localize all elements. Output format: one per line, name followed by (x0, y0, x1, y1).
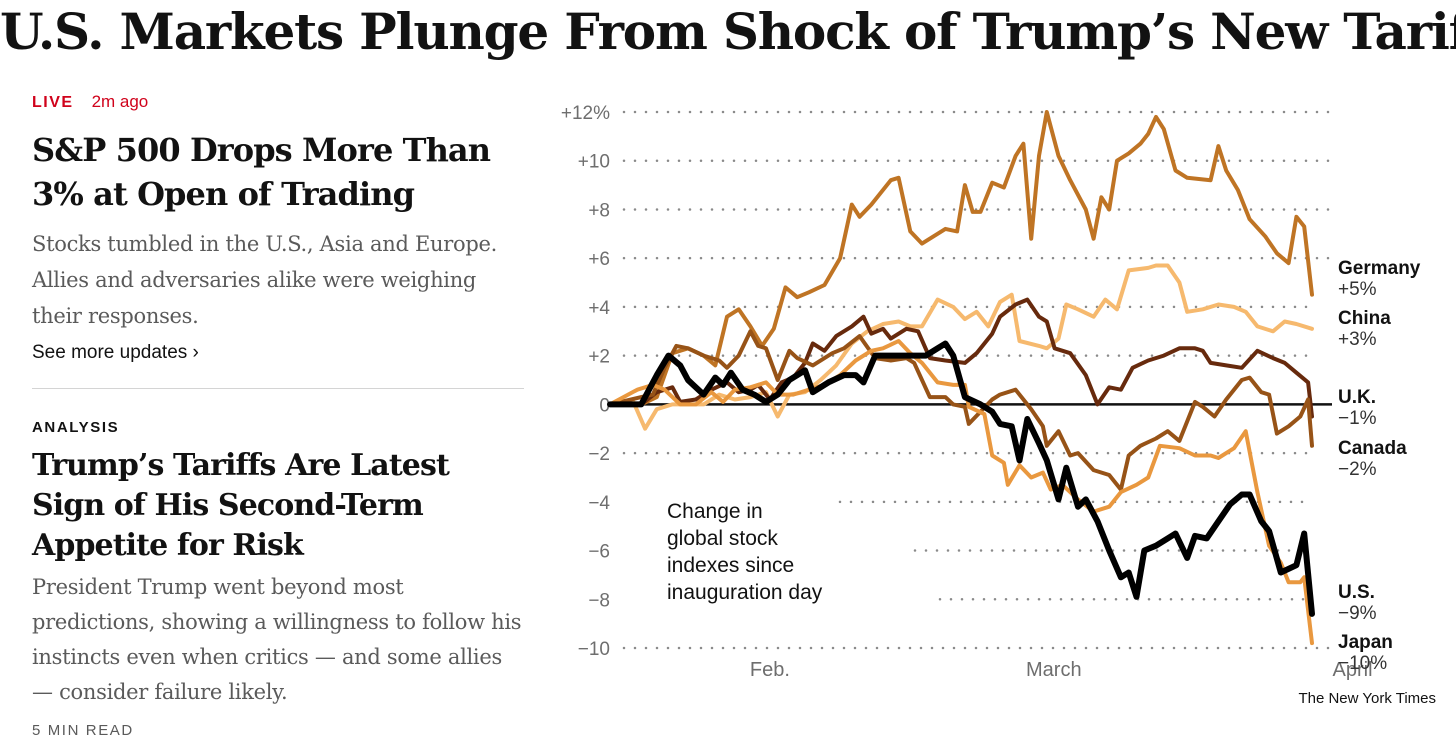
y-tick-label: +12% (561, 103, 610, 124)
stock-index-chart[interactable]: +12% +10 +8 +6 +4 +2 0 −2 −4 −6 −8 −10 Feb. March Apr… (540, 88, 1456, 741)
y-tick-label: −10 (578, 639, 610, 660)
annotation-line: Change in (667, 500, 763, 523)
analysis-kicker: ANALYSIS (32, 419, 120, 436)
x-tick-label: Feb. (750, 659, 790, 681)
series-end-value: +5% (1338, 279, 1377, 300)
series-end-value: −10% (1338, 653, 1387, 674)
x-tick-label: April (1333, 659, 1373, 681)
chart-y-axis: +12% +10 +8 +6 +4 +2 0 −2 −4 −6 −8 −10 (561, 103, 611, 660)
annotation-line: indexes since (667, 554, 794, 577)
story-column: LIVE 2m ago S&P 500 Drops More Than 3% a… (32, 92, 524, 739)
series-end-value: −1% (1338, 408, 1377, 429)
source-credit: The New York Times (1298, 690, 1436, 707)
read-time: 5 MIN READ (32, 722, 134, 739)
analysis-story-title[interactable]: Trump’s Tariffs Are Latest Sign of His S… (32, 448, 450, 563)
y-tick-label: +10 (578, 152, 610, 173)
see-more-updates-link[interactable]: See more updates › (32, 342, 199, 363)
y-tick-label: +6 (588, 249, 610, 270)
y-tick-label: −8 (588, 590, 610, 611)
live-story-summary[interactable]: Stocks tumbled in the U.S., Asia and Eur… (32, 232, 497, 328)
y-tick-label: 0 (599, 395, 610, 416)
chart-gridlines (610, 110, 1332, 650)
y-tick-label: −6 (588, 542, 610, 563)
series-label: U.K. (1338, 387, 1376, 408)
chart-annotation: Change in global stock indexes since inaugu… (667, 500, 823, 604)
story-divider (32, 388, 524, 389)
series-line-china (608, 263, 1314, 431)
chart-series (607, 110, 1315, 646)
x-tick-label: March (1026, 659, 1082, 681)
live-status-row: LIVE 2m ago (32, 92, 524, 118)
annotation-line: global stock (667, 527, 778, 550)
chart-series-labels: Germany+5%China+3%U.K.−1%Canada−2%Japan−… (1338, 258, 1421, 674)
live-label: LIVE (32, 94, 74, 111)
series-label: Germany (1338, 258, 1421, 279)
y-tick-label: −2 (588, 444, 610, 465)
analysis-story-summary[interactable]: President Trump went beyond most predict… (32, 575, 522, 704)
series-line-us (607, 340, 1315, 617)
y-tick-label: +2 (588, 347, 610, 368)
series-end-value: −2% (1338, 459, 1377, 480)
y-tick-label: −4 (588, 493, 610, 514)
main-headline[interactable]: U.S. Markets Plunge From Shock of Trump’… (0, 2, 1456, 61)
timestamp: 2m ago (91, 92, 149, 111)
chart-x-axis: Feb. March April (750, 659, 1373, 681)
series-label: China (1338, 308, 1391, 329)
series-label: Canada (1338, 438, 1407, 459)
series-end-value: −9% (1338, 603, 1377, 624)
y-tick-label: +4 (588, 298, 610, 319)
series-end-value: +3% (1338, 329, 1377, 350)
series-line-japan (608, 339, 1314, 646)
live-story-title[interactable]: S&P 500 Drops More Than 3% at Open of Tr… (32, 131, 491, 213)
series-label: U.S. (1338, 582, 1375, 603)
y-tick-label: +8 (588, 200, 610, 221)
series-line-canada (608, 329, 1314, 492)
annotation-line: inauguration day (667, 581, 823, 604)
series-label: Japan (1338, 632, 1393, 653)
